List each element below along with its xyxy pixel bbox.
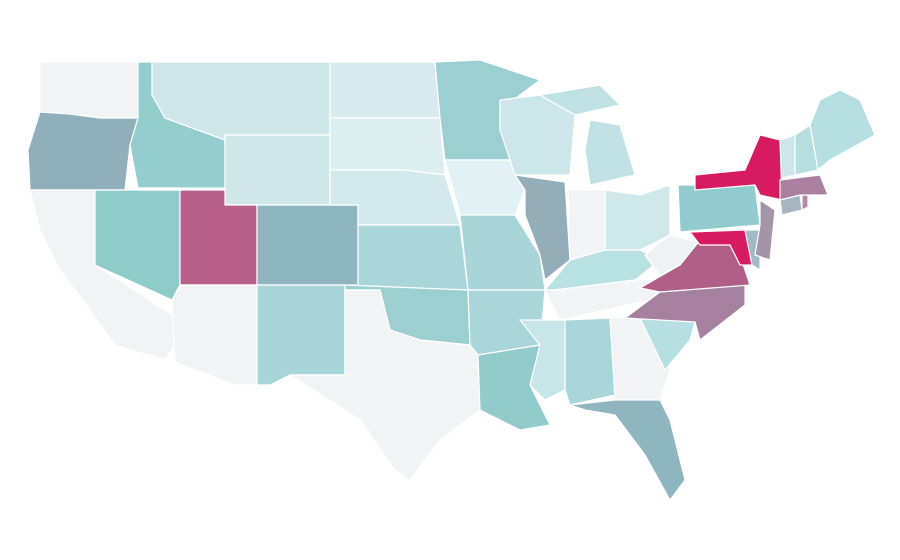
region <box>27 111 139 191</box>
region <box>569 399 686 501</box>
region <box>567 189 606 261</box>
region <box>564 317 616 406</box>
region <box>779 134 796 179</box>
region <box>801 194 809 211</box>
region <box>39 61 139 119</box>
region <box>779 174 829 201</box>
region <box>289 289 481 481</box>
region <box>677 184 761 233</box>
region <box>357 224 469 291</box>
region <box>171 284 258 386</box>
region <box>256 204 359 286</box>
region <box>514 174 571 281</box>
region <box>809 89 876 171</box>
region <box>604 184 671 251</box>
region <box>584 119 636 186</box>
region <box>256 284 346 386</box>
region <box>329 117 446 176</box>
region <box>444 159 526 216</box>
region <box>754 199 776 261</box>
region <box>224 134 331 206</box>
region <box>744 229 761 271</box>
region <box>539 84 621 116</box>
region <box>329 61 441 119</box>
region <box>459 214 546 291</box>
